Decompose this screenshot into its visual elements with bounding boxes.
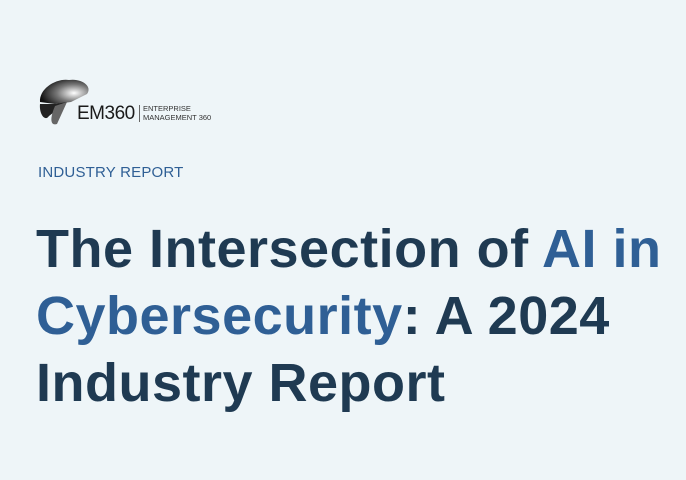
title-accent2: Cybersecurity [36, 286, 403, 346]
logo-subtitle-line2: MANAGEMENT 360 [143, 112, 212, 122]
report-kicker: INDUSTRY REPORT [38, 164, 184, 181]
logo-divider [139, 105, 140, 122]
logo-subtitle-line1: ENTERPRISE [143, 104, 191, 113]
em360-logo: EM360 ENTERPRISE MANAGEMENT 360 [37, 76, 217, 128]
title-accent1: AI in [542, 219, 662, 279]
logo-subtitle: ENTERPRISE MANAGEMENT 360 [143, 104, 212, 122]
logo-mark-icon [39, 79, 89, 125]
title-part1: The Intersection of [36, 219, 543, 279]
title-part2: : A 2024 [402, 286, 610, 346]
logo-brand: EM360 [77, 103, 135, 124]
page-title: The Intersection of AI in Cybersecurity: … [36, 216, 676, 417]
title-part3: Industry Report [36, 353, 446, 413]
